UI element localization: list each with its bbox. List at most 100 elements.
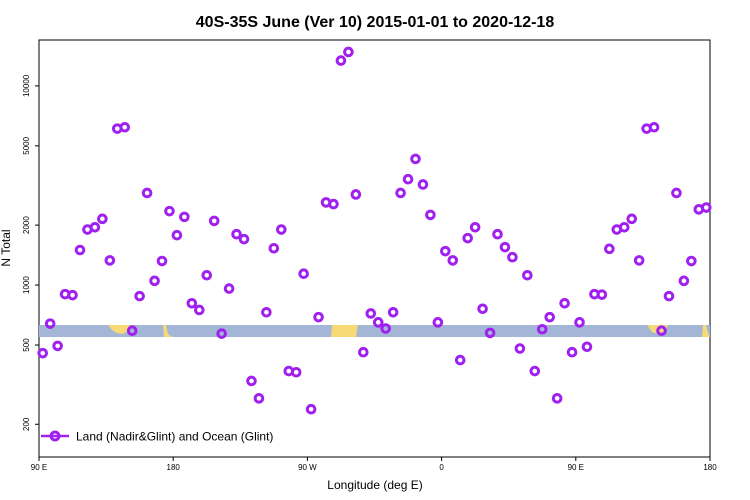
data-point	[633, 255, 645, 266]
y-axis-label: N Total	[0, 229, 13, 266]
data-point	[246, 375, 257, 387]
data-point	[574, 317, 585, 328]
data-point	[350, 189, 362, 200]
data-point	[119, 121, 131, 133]
x-tick-label: 180	[703, 463, 717, 472]
data-point	[313, 311, 324, 323]
data-point	[171, 229, 183, 241]
data-point	[298, 268, 309, 280]
data-point	[663, 290, 675, 302]
y-tick-label: 10000	[22, 74, 31, 97]
data-point	[44, 318, 56, 329]
data-point	[566, 346, 578, 358]
x-axis-label: Longitude (deg E)	[327, 478, 422, 492]
data-point	[231, 228, 242, 240]
data-point	[551, 393, 563, 404]
data-point	[208, 215, 220, 227]
data-point	[402, 173, 414, 185]
data-point	[700, 202, 712, 213]
data-point	[149, 275, 160, 287]
data-point	[686, 255, 697, 267]
data-point	[253, 393, 265, 404]
y-tick-label: 200	[22, 417, 31, 431]
data-point	[417, 179, 429, 190]
data-point	[343, 46, 354, 58]
y-tick-label: 2000	[22, 216, 31, 234]
landmass-shape	[331, 325, 358, 337]
data-point	[365, 308, 377, 319]
data-point	[648, 121, 660, 133]
data-point	[372, 317, 384, 328]
data-point	[440, 245, 451, 257]
plot-frame	[38, 39, 711, 458]
data-point	[618, 221, 630, 233]
x-tick-label: 180	[167, 463, 181, 472]
data-point	[522, 269, 533, 281]
data-point	[164, 205, 175, 217]
landmass-shape	[702, 325, 710, 337]
data-point	[201, 269, 213, 281]
data-point	[626, 213, 638, 225]
data-point	[335, 55, 347, 66]
legend-label: Land (Nadir&Glint) and Ocean (Glint)	[76, 430, 273, 444]
data-point	[656, 325, 667, 337]
y-axis-ticks: 200 500 1000 2000 5000 10000	[22, 74, 39, 431]
data-point	[447, 255, 459, 266]
y-tick-label: 1000	[22, 276, 31, 294]
data-point	[484, 327, 496, 339]
data-point	[380, 323, 391, 334]
data-point	[536, 323, 548, 335]
x-tick-label: 90 E	[31, 463, 47, 472]
data-point	[67, 289, 78, 301]
data-point	[89, 221, 101, 233]
data-point	[74, 244, 86, 256]
x-tick-label: 90 E	[568, 463, 584, 472]
data-point	[276, 224, 287, 235]
data-point	[126, 325, 138, 337]
y-tick-label: 5000	[22, 136, 31, 154]
x-axis-ticks: 90 E 180 90 W 0 90 E 180	[31, 457, 717, 472]
data-point	[141, 187, 153, 199]
data-point	[671, 187, 682, 199]
data-point	[395, 187, 406, 199]
data-point	[328, 198, 339, 210]
data-point	[52, 340, 63, 352]
data-point	[581, 341, 593, 353]
data-point	[559, 297, 570, 309]
data-point	[462, 232, 473, 244]
data-point	[261, 306, 272, 318]
data-point	[469, 221, 481, 233]
y-tick-label: 500	[22, 338, 31, 352]
land-ocean-band	[39, 325, 710, 337]
legend-marker	[49, 430, 61, 442]
data-point	[290, 366, 302, 378]
data-point	[410, 153, 421, 165]
data-point	[238, 233, 250, 245]
data-point	[387, 306, 399, 318]
data-point	[179, 211, 190, 223]
data-point	[193, 304, 205, 316]
data-point	[432, 317, 444, 328]
data-point	[492, 228, 503, 240]
x-tick-label: 0	[439, 463, 444, 472]
data-points	[37, 46, 712, 415]
data-point	[499, 241, 511, 253]
data-point	[268, 242, 280, 254]
data-point	[97, 213, 108, 225]
x-tick-label: 90 W	[298, 463, 317, 472]
data-point	[507, 251, 518, 263]
data-point	[477, 303, 488, 315]
chart-title: 40S-35S June (Ver 10) 2015-01-01 to 2020…	[196, 14, 555, 31]
data-point	[544, 311, 556, 323]
data-point	[514, 343, 526, 354]
ocean-band	[39, 325, 710, 337]
data-point	[134, 290, 145, 302]
data-point	[358, 346, 369, 358]
data-point	[425, 209, 436, 221]
data-point	[186, 297, 198, 309]
data-point	[678, 275, 690, 287]
legend: Land (Nadir&Glint) and Ocean (Glint)	[41, 430, 273, 444]
data-point	[216, 328, 227, 339]
data-point	[454, 354, 466, 366]
